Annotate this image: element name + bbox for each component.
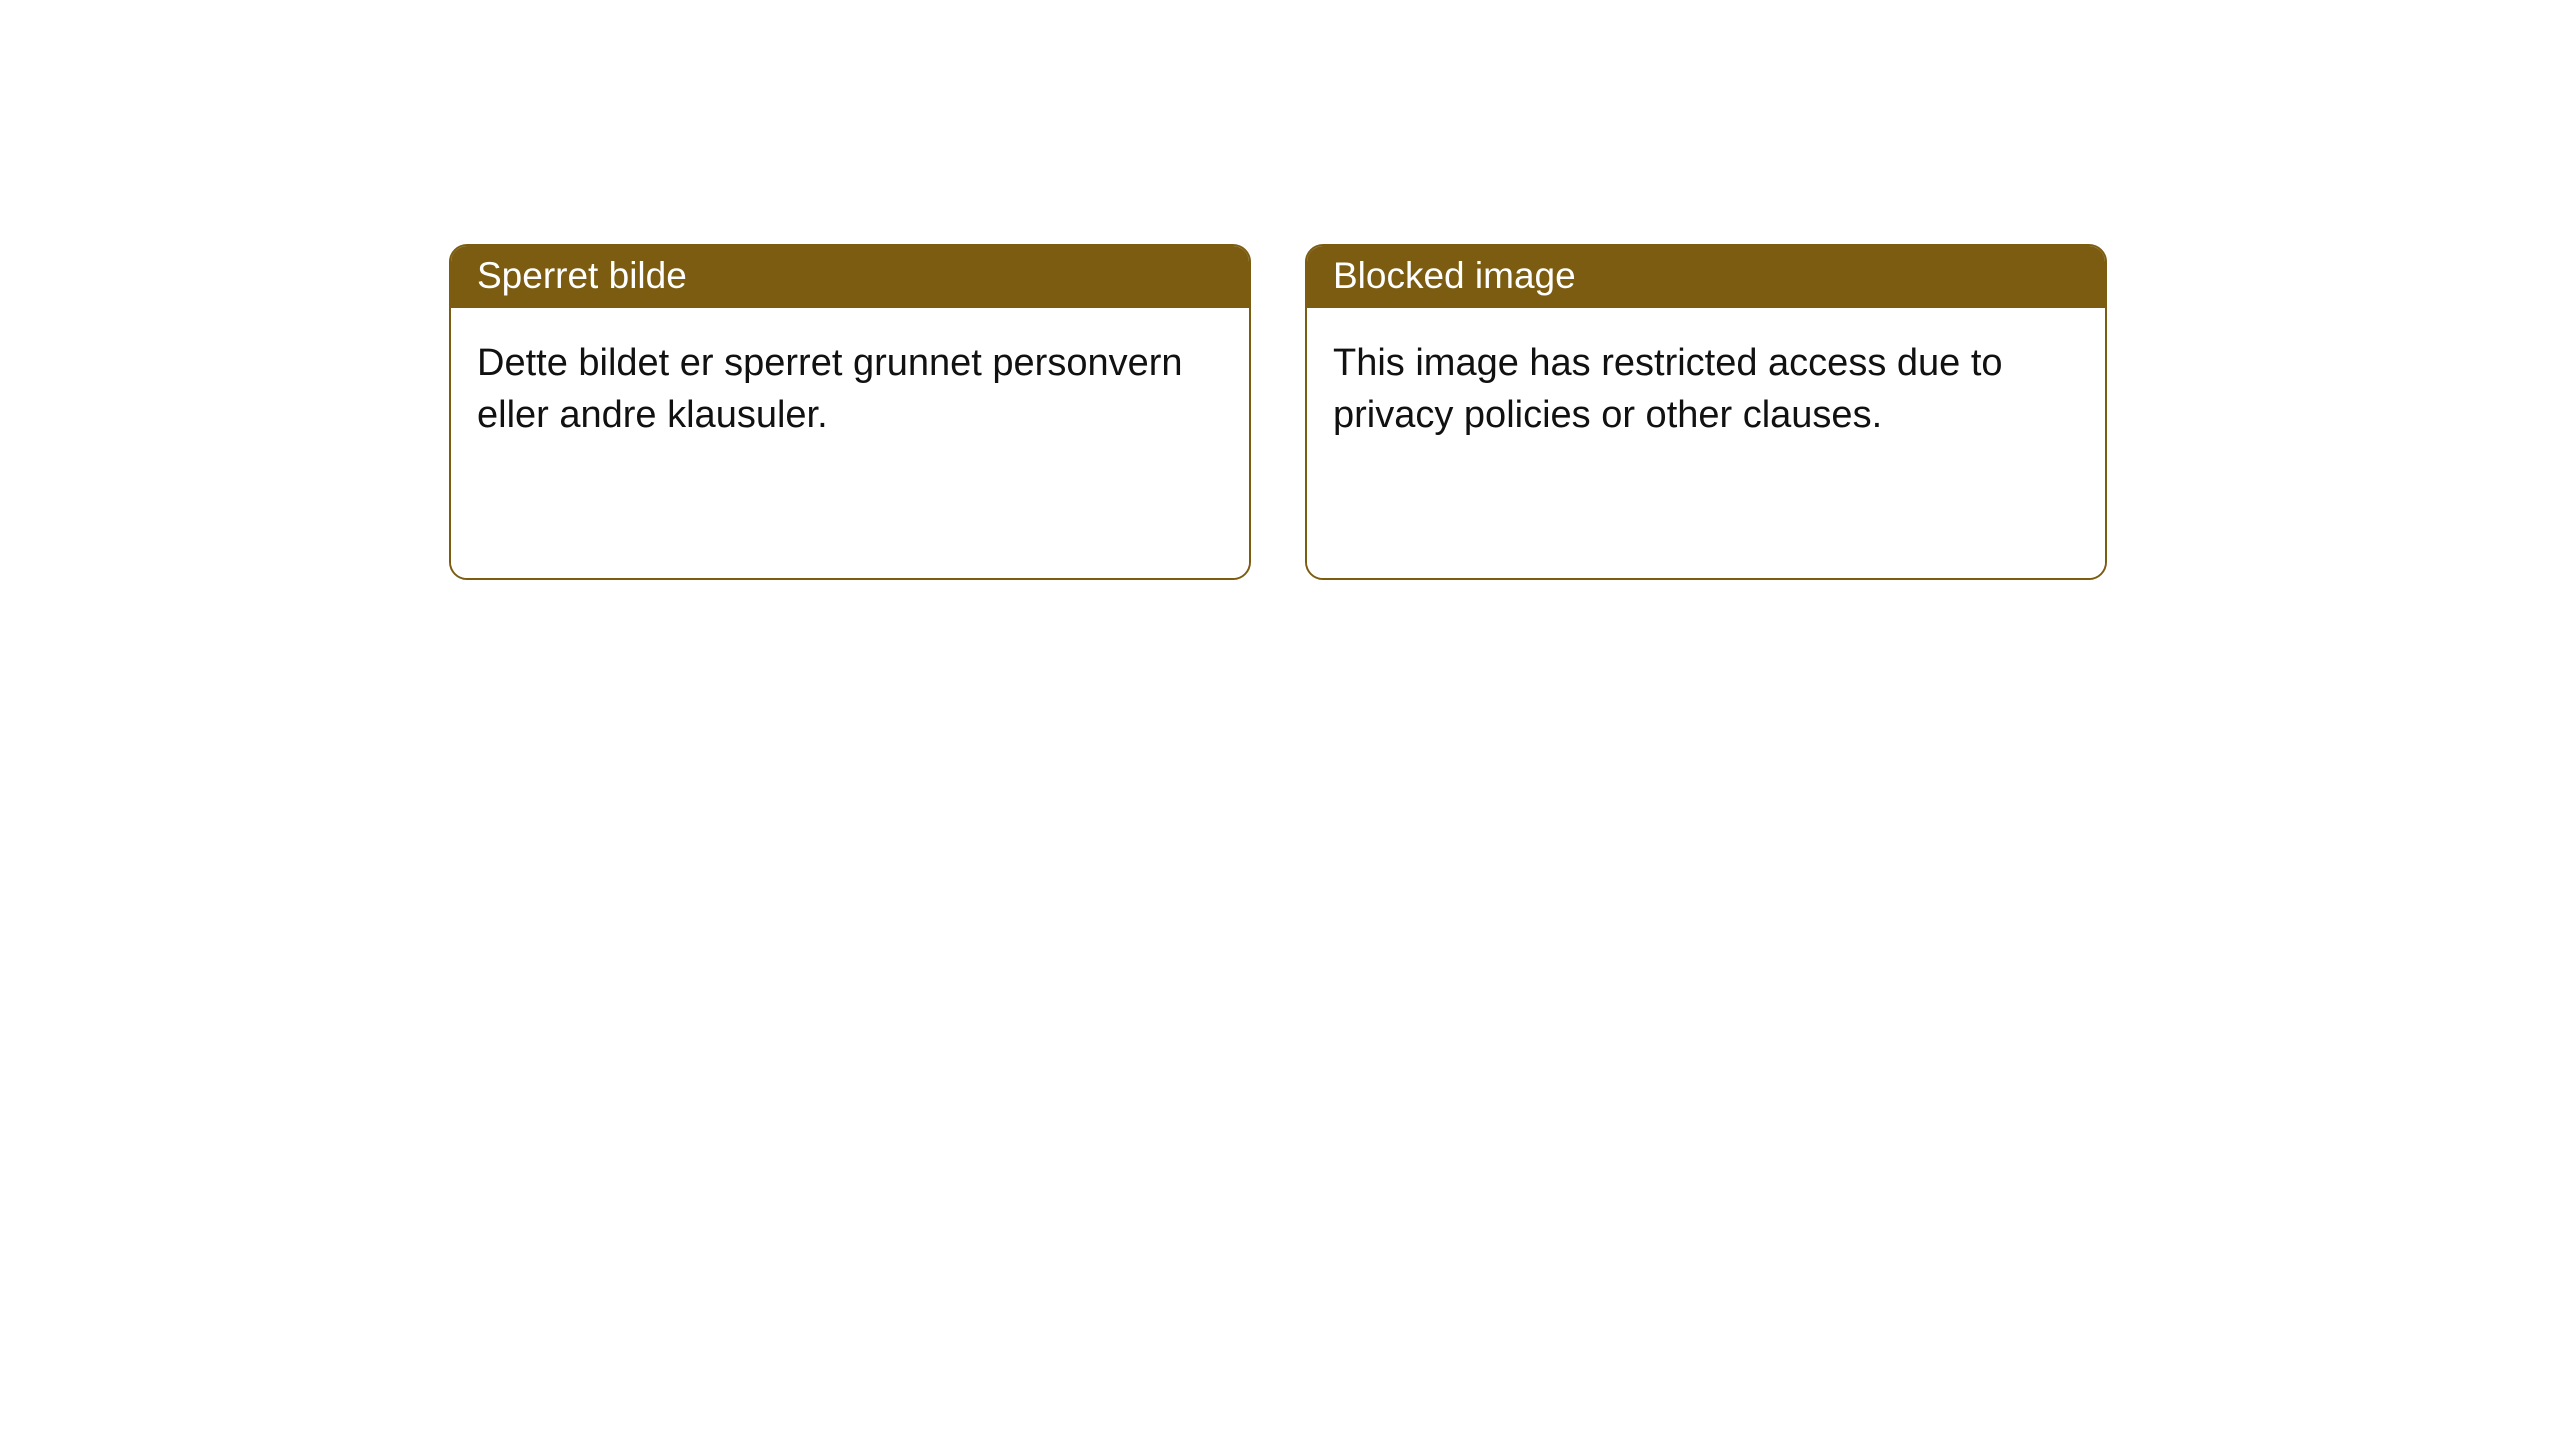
notice-card-no: Sperret bilde Dette bildet er sperret gr… xyxy=(449,244,1251,580)
notice-body-no: Dette bildet er sperret grunnet personve… xyxy=(451,308,1249,578)
notice-body-en: This image has restricted access due to … xyxy=(1307,308,2105,578)
notice-card-en: Blocked image This image has restricted … xyxy=(1305,244,2107,580)
notice-container: Sperret bilde Dette bildet er sperret gr… xyxy=(449,244,2107,580)
notice-header-no: Sperret bilde xyxy=(451,246,1249,308)
notice-header-en: Blocked image xyxy=(1307,246,2105,308)
